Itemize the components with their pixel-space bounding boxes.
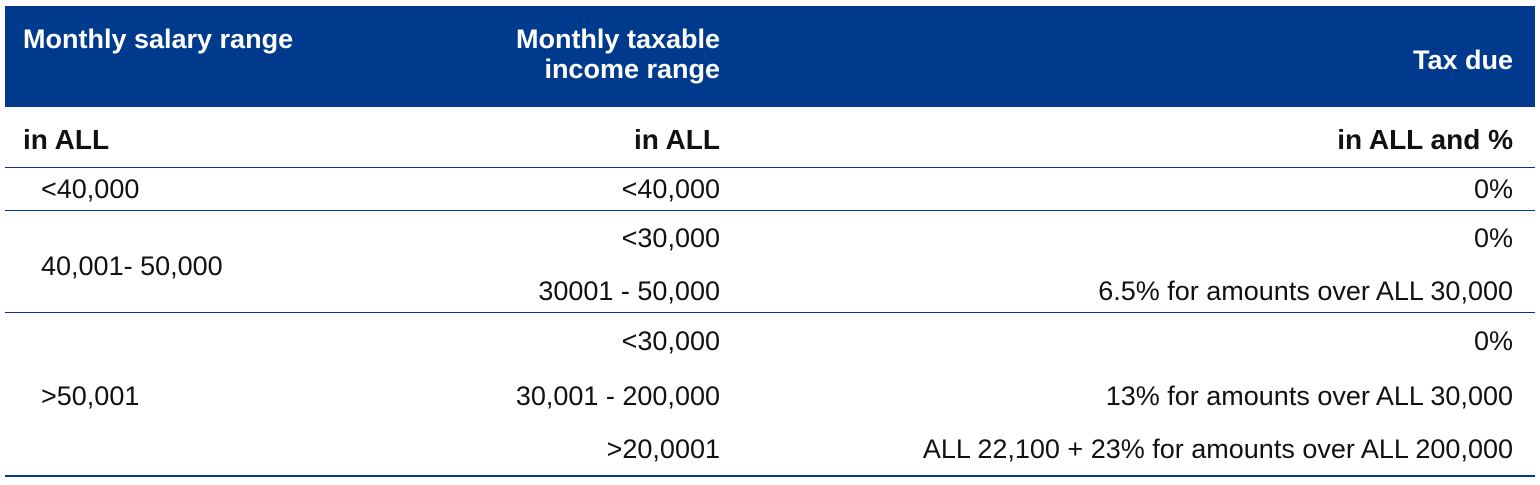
divider-units [5,167,1535,168]
header-salary-range: Monthly salary range [23,24,294,54]
tax-cell: 0% [1473,223,1513,253]
units-salary: in ALL [23,124,110,155]
table-bottom-border [5,475,1535,477]
divider-group-2 [5,312,1535,313]
units-row: in ALL in ALL in ALL and % [5,107,1535,167]
header-taxable-line2: income range [544,54,720,84]
tax-cell: 6.5% for amounts over ALL 30,000 [1098,276,1513,306]
salary-cell: <40,000 [41,174,140,204]
table-row-group-3: >50,001 <30,000 0% 30,001 - 200,000 13% … [5,313,1535,473]
tax-cell: 0% [1473,326,1513,356]
taxable-cell: <30,000 [621,326,720,356]
taxable-cell: <40,000 [621,174,720,204]
taxable-cell: 30001 - 50,000 [538,276,720,306]
taxable-cell: >20,0001 [606,434,720,464]
table-row-group-2: 40,001- 50,000 <30,000 0% 30001 - 50,000… [5,211,1535,312]
divider-group-1 [5,210,1535,211]
tax-cell: 13% for amounts over ALL 30,000 [1105,381,1513,411]
tax-cell: ALL 22,100 + 23% for amounts over ALL 20… [922,434,1513,464]
tax-cell: 0% [1473,174,1513,204]
header-taxable-income: Monthly taxable income range [420,24,720,84]
salary-cell: 40,001- 50,000 [41,251,223,281]
header-taxable-line1: Monthly taxable [515,24,720,54]
units-taxable: in ALL [633,124,720,155]
units-tax: in ALL and % [1337,124,1513,155]
table-header: Monthly salary range Monthly taxable inc… [5,6,1535,107]
salary-cell: >50,001 [41,381,140,411]
taxable-cell: 30,001 - 200,000 [515,381,720,411]
table-row-group-1: <40,000 <40,000 0% [5,168,1535,210]
header-tax-due: Tax due [1412,45,1513,75]
taxable-cell: <30,000 [621,223,720,253]
